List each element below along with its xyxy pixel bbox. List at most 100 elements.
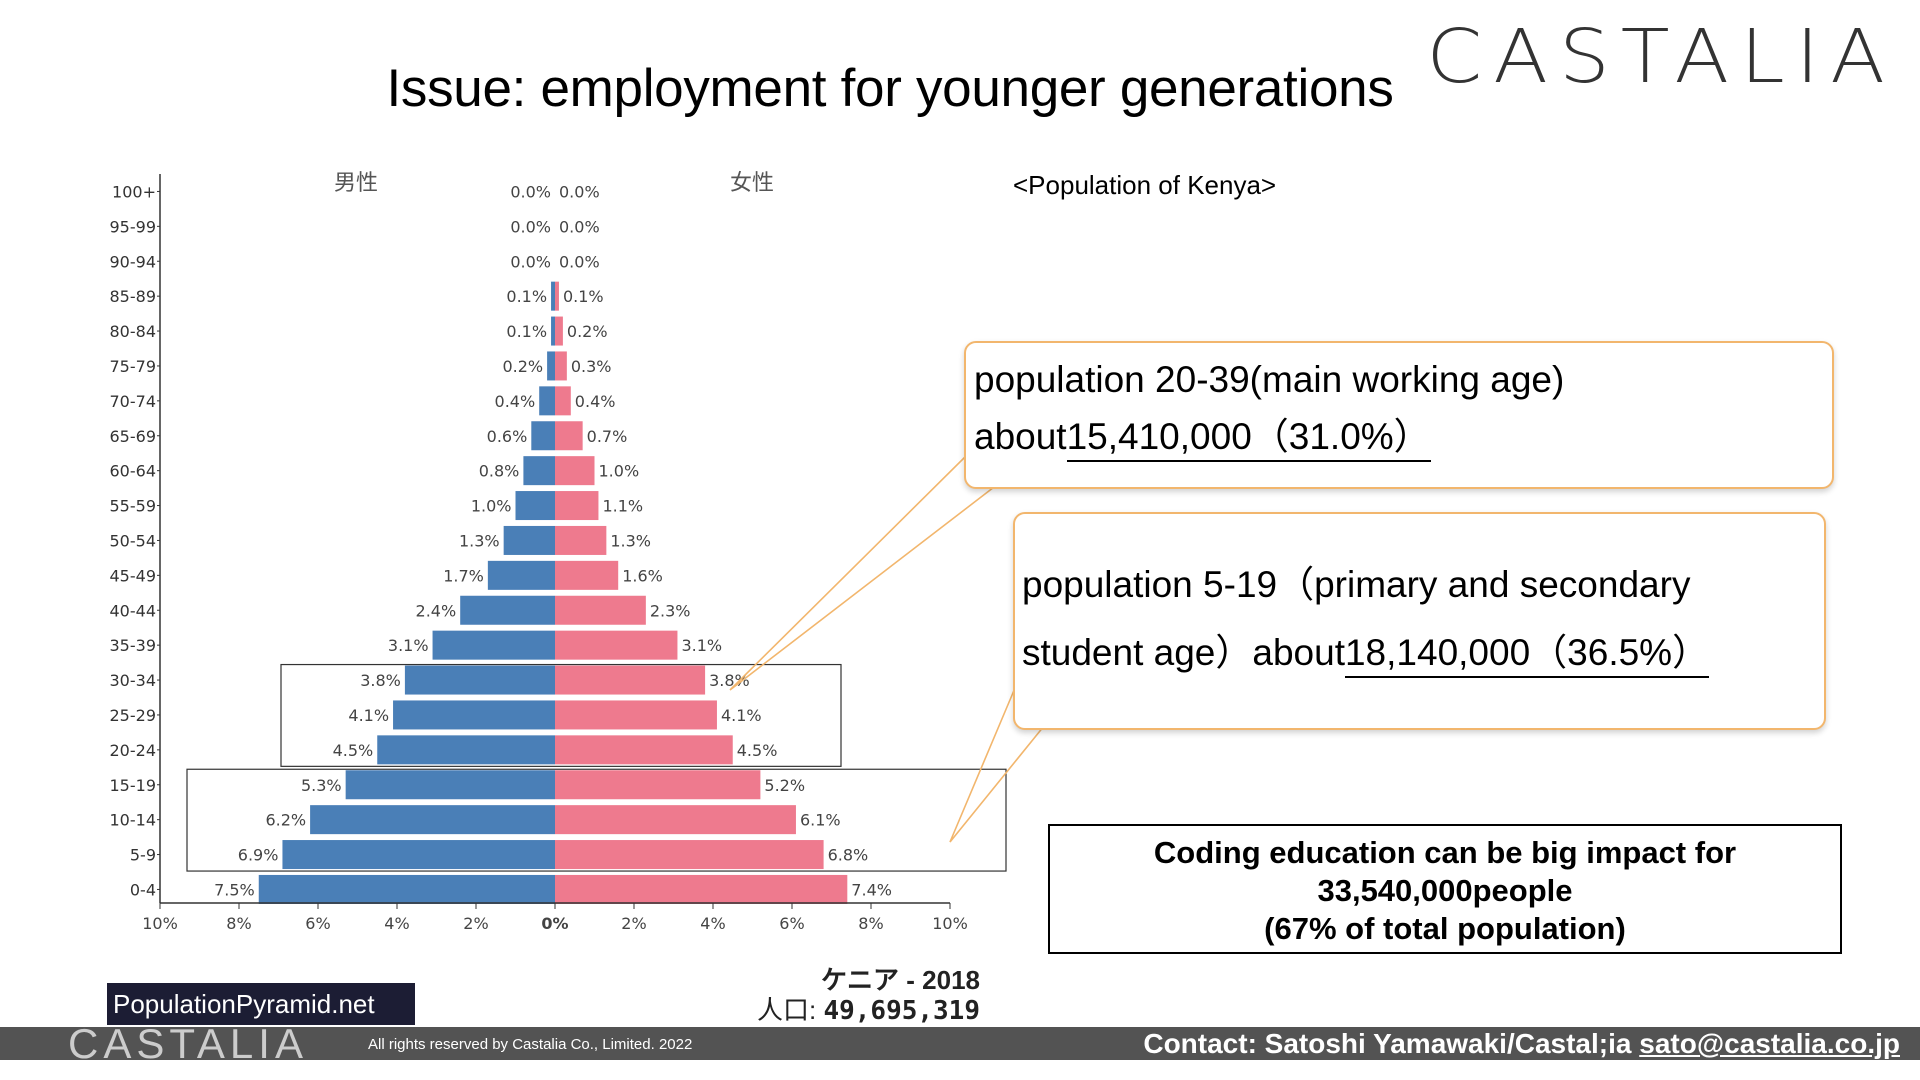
male-value-label: 6.9% (238, 846, 279, 865)
female-bar (555, 560, 619, 590)
age-group-label: 85-89 (110, 287, 157, 306)
source-badge[interactable]: PopulationPyramid.net (107, 983, 415, 1025)
x-tick-label: 8% (858, 914, 883, 933)
female-value-label: 6.8% (828, 846, 869, 865)
age-group-label: 5-9 (130, 846, 156, 865)
student-age-callout-tail (949, 687, 1045, 843)
female-value-label: 3.8% (709, 671, 750, 690)
callout-tails (729, 455, 1045, 843)
slide-title: Issue: employment for younger generation… (386, 59, 1394, 118)
x-tick-label: 2% (621, 914, 646, 933)
x-tick-label: 0% (541, 914, 568, 933)
male-bar (310, 805, 555, 835)
age-group-label: 90-94 (110, 252, 157, 271)
male-bar (515, 491, 555, 521)
age-group-label: 10-14 (110, 811, 157, 830)
age-group-label: 20-24 (110, 741, 157, 760)
female-bar (555, 805, 796, 835)
x-tick-label: 10% (932, 914, 968, 933)
student-age-value: 18,140,000（36.5%） (1344, 622, 1710, 678)
male-value-label: 6.2% (265, 811, 306, 830)
age-group-label: 80-84 (110, 322, 157, 341)
male-value-label: 3.8% (360, 671, 401, 690)
female-bar (555, 351, 567, 381)
female-value-label: 4.1% (721, 706, 762, 725)
working-age-line2: about15,410,000（31.0%） (974, 406, 1431, 462)
x-tick-label: 8% (226, 914, 251, 933)
female-value-label: 1.6% (622, 566, 663, 585)
age-group-label: 45-49 (110, 566, 157, 585)
female-value-label: 7.4% (851, 880, 892, 899)
age-group-label: 35-39 (110, 636, 157, 655)
male-value-label: 0.0% (510, 217, 551, 236)
contact-email[interactable]: sato@castalia.co.jp (1639, 1028, 1900, 1059)
impact-line1: Coding education can be big impact for (1153, 835, 1737, 870)
female-bar (555, 595, 646, 625)
age-group-label: 75-79 (110, 357, 157, 376)
working-age-callout: population 20-39(main working age) about… (964, 341, 1834, 489)
male-value-label: 0.8% (479, 462, 520, 481)
male-value-label: 3.1% (388, 636, 429, 655)
student-age-callout: population 5-19（primary and secondary st… (1013, 512, 1826, 730)
age-group-label: 65-69 (110, 427, 157, 446)
male-bar (345, 770, 555, 800)
age-group-label: 0-4 (130, 880, 156, 899)
student-age-highlight (186, 768, 1007, 872)
footer-bar (0, 1027, 1920, 1060)
female-value-label: 1.1% (602, 497, 643, 516)
male-value-label: 5.3% (301, 776, 342, 795)
student-age-line1: population 5-19（primary and secondary (1022, 564, 1691, 605)
impact-line2: 33,540,000people (1317, 873, 1573, 908)
female-bar (555, 665, 706, 695)
impact-box: Coding education can be big impact for 3… (1048, 824, 1842, 954)
male-bar (258, 874, 555, 904)
footer-logo: CASTALIA (68, 1020, 308, 1067)
male-bar (539, 386, 555, 416)
female-value-label: 0.3% (571, 357, 612, 376)
pyramid-bars: 0.0% 0.0% 0.0% 0.0% 0.0% 0.0% 0.1% 0.1% 0.1% 0.2%… (214, 176, 892, 904)
female-value-label: 0.0% (559, 182, 600, 201)
male-value-label: 0.1% (506, 322, 547, 341)
female-value-label: 6.1% (800, 811, 841, 830)
footer-contact: Contact: Satoshi Yamawaki/Castal;ia sato… (1143, 1028, 1900, 1060)
working-age-highlight (280, 663, 842, 767)
female-value-label: 0.0% (559, 217, 600, 236)
female-value-label: 3.1% (681, 636, 722, 655)
female-value-label: 1.3% (610, 531, 651, 550)
age-group-label: 15-19 (110, 776, 157, 795)
male-value-label: 1.3% (459, 531, 500, 550)
working-age-callout-tail (729, 455, 999, 691)
female-value-label: 4.5% (737, 741, 778, 760)
male-bar (377, 735, 555, 765)
male-bar (282, 840, 555, 870)
male-value-label: 0.6% (487, 427, 528, 446)
female-value-label: 0.4% (575, 392, 616, 411)
male-value-label: 2.4% (416, 601, 457, 620)
female-bar (555, 491, 599, 521)
x-tick-label: 6% (779, 914, 804, 933)
age-group-label: 25-29 (110, 706, 157, 725)
male-bar (460, 595, 555, 625)
female-value-label: 1.0% (599, 462, 640, 481)
female-bar (555, 630, 678, 660)
working-age-value: 15,410,000（31.0%） (1066, 406, 1431, 462)
female-bar (555, 840, 824, 870)
male-bar (432, 630, 555, 660)
age-group-label: 30-34 (110, 671, 157, 690)
age-group-label: 70-74 (110, 392, 157, 411)
male-label: 男性 (334, 171, 378, 196)
female-value-label: 0.7% (587, 427, 628, 446)
x-tick-label: 2% (463, 914, 488, 933)
age-group-label: 100+ (112, 182, 156, 201)
impact-line3: (67% of total population) (1264, 911, 1626, 946)
female-value-label: 5.2% (764, 776, 805, 795)
male-bar (551, 281, 555, 311)
female-label: 女性 (730, 171, 774, 196)
x-tick-label: 4% (700, 914, 725, 933)
male-value-label: 0.1% (506, 287, 547, 306)
male-value-label: 0.4% (495, 392, 536, 411)
male-bar (547, 351, 555, 381)
population-value: 49,695,319 (823, 996, 980, 1026)
male-bar (531, 421, 555, 451)
